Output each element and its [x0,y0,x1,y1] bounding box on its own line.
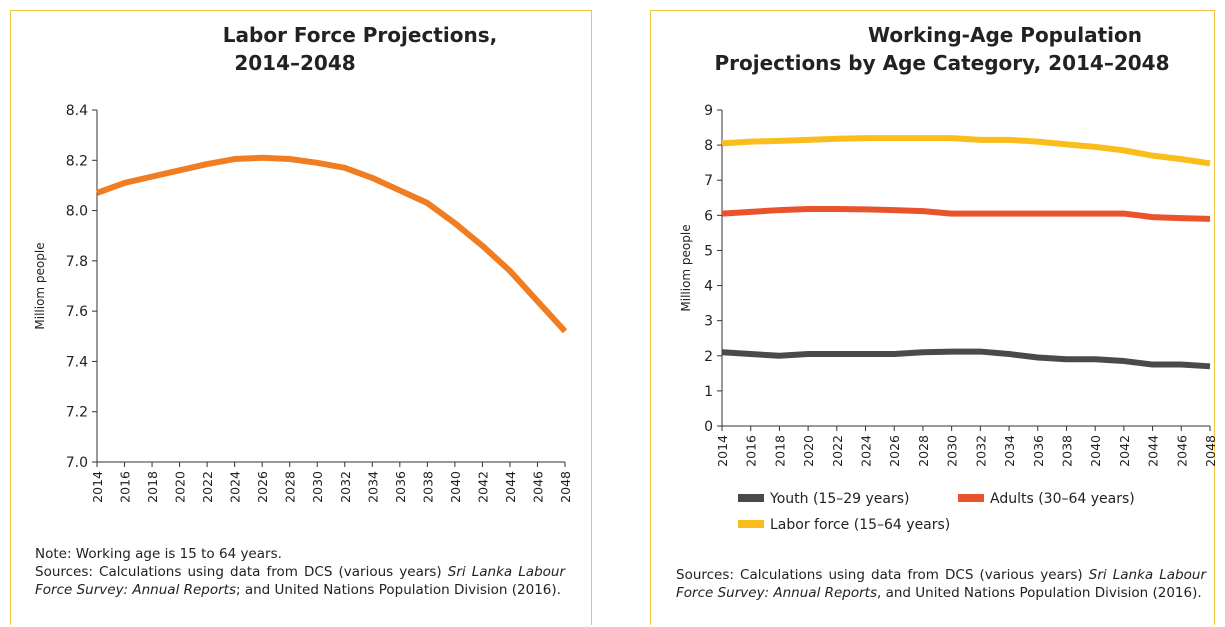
x-tick-label: 2044 [503,471,518,503]
legend-swatch [738,494,764,502]
y-tick-label: 0 [704,419,713,435]
x-tick-label: 2044 [1146,435,1161,467]
legend-label: Adults (30–64 years) [990,491,1135,507]
note: Note: Working age is 15 to 64 years. [35,546,282,562]
x-tick-label: 2016 [118,471,133,503]
line-series [721,135,1211,167]
x-tick-label: 2014 [715,435,730,467]
legend-label: Labor force (15–64 years) [770,517,950,533]
x-tick-label: 2032 [338,471,353,503]
y-tick-label: 8 [704,138,713,154]
x-tick-label: 2028 [283,471,298,503]
x-tick-label: 2036 [393,471,408,503]
sources-italic: Sri Lanka Labour Force Survey: Annual Re… [676,567,1206,601]
chart-title: Labor Force Projections, [223,23,497,47]
y-tick-label: 8.0 [66,204,88,220]
y-tick-label: 7.0 [66,455,88,471]
y-axis-label: Milliom people [679,224,693,311]
x-tick-label: 2032 [973,435,988,467]
y-tick-label: 3 [704,314,713,330]
x-tick-label: 2038 [420,471,435,503]
x-tick-label: 2046 [1174,435,1189,467]
x-tick-label: 2014 [90,471,105,503]
chart-title: Working-Age Population [868,23,1142,47]
y-tick-label: 7.8 [66,254,88,270]
x-tick-label: 2040 [1088,435,1103,467]
x-tick-label: 2036 [1031,435,1046,467]
legend-swatch [958,494,984,502]
x-tick-label: 2020 [801,435,816,467]
y-tick-label: 9 [704,103,713,119]
x-tick-label: 2016 [744,435,759,467]
y-tick-label: 2 [704,349,713,365]
x-tick-label: 2022 [200,471,215,503]
x-tick-label: 2018 [772,435,787,467]
x-tick-label: 2040 [448,471,463,503]
line-series [721,348,1211,370]
panel-left [10,10,592,625]
x-tick-label: 2048 [558,471,573,503]
x-tick-label: 2018 [145,471,160,503]
x-tick-label: 2026 [887,435,902,467]
sources: Sources: Calculations using data from DC… [676,566,1206,602]
x-tick-label: 2020 [173,471,188,503]
y-tick-label: 8.2 [66,153,88,169]
chart-title: 2014–2048 [234,51,355,75]
x-tick-label: 2034 [1002,435,1017,467]
line-series [721,206,1211,222]
x-tick-label: 2024 [859,435,874,467]
chart-title: Projections by Age Category, 2014–2048 [714,51,1169,75]
x-tick-label: 2024 [228,471,243,503]
x-tick-label: 2030 [945,435,960,467]
x-tick-label: 2026 [255,471,270,503]
sources-text: Sources: Calculations using data from DC… [676,567,1089,583]
x-tick-label: 2042 [475,471,490,503]
y-tick-label: 7.6 [66,304,88,320]
sources-italic: Sri Lanka Labour Force Survey: Annual Re… [35,564,565,598]
sources: Sources: Calculations using data from DC… [35,563,565,599]
sources-rest: ; and United Nations Population Division… [236,582,561,598]
legend-label: Youth (15–29 years) [769,491,909,507]
x-tick-label: 2034 [365,471,380,503]
x-tick-label: 2030 [310,471,325,503]
x-tick-label: 2038 [1059,435,1074,467]
legend-swatch [738,520,764,528]
panel-right [650,10,1215,625]
line-series [95,154,568,334]
y-tick-label: 7.2 [66,405,88,421]
sources-rest: , and United Nations Population Division… [877,585,1202,601]
footnote-right: Sources: Calculations using data from DC… [676,566,1206,602]
footnote-left: Note: Working age is 15 to 64 years. Sou… [35,545,565,599]
x-tick-label: 2046 [530,471,545,503]
y-axis-label: Milliom people [33,242,47,329]
y-tick-label: 4 [704,279,713,295]
x-tick-label: 2028 [916,435,931,467]
sources-text: Sources: Calculations using data from DC… [35,564,448,580]
y-tick-label: 7 [704,173,713,189]
y-tick-label: 5 [704,243,713,259]
x-tick-label: 2042 [1117,435,1132,467]
y-tick-label: 6 [704,208,713,224]
y-tick-label: 7.4 [66,354,88,370]
x-tick-label: 2048 [1203,435,1218,467]
x-tick-label: 2022 [830,435,845,467]
y-tick-label: 1 [704,384,713,400]
y-tick-label: 8.4 [66,103,88,119]
